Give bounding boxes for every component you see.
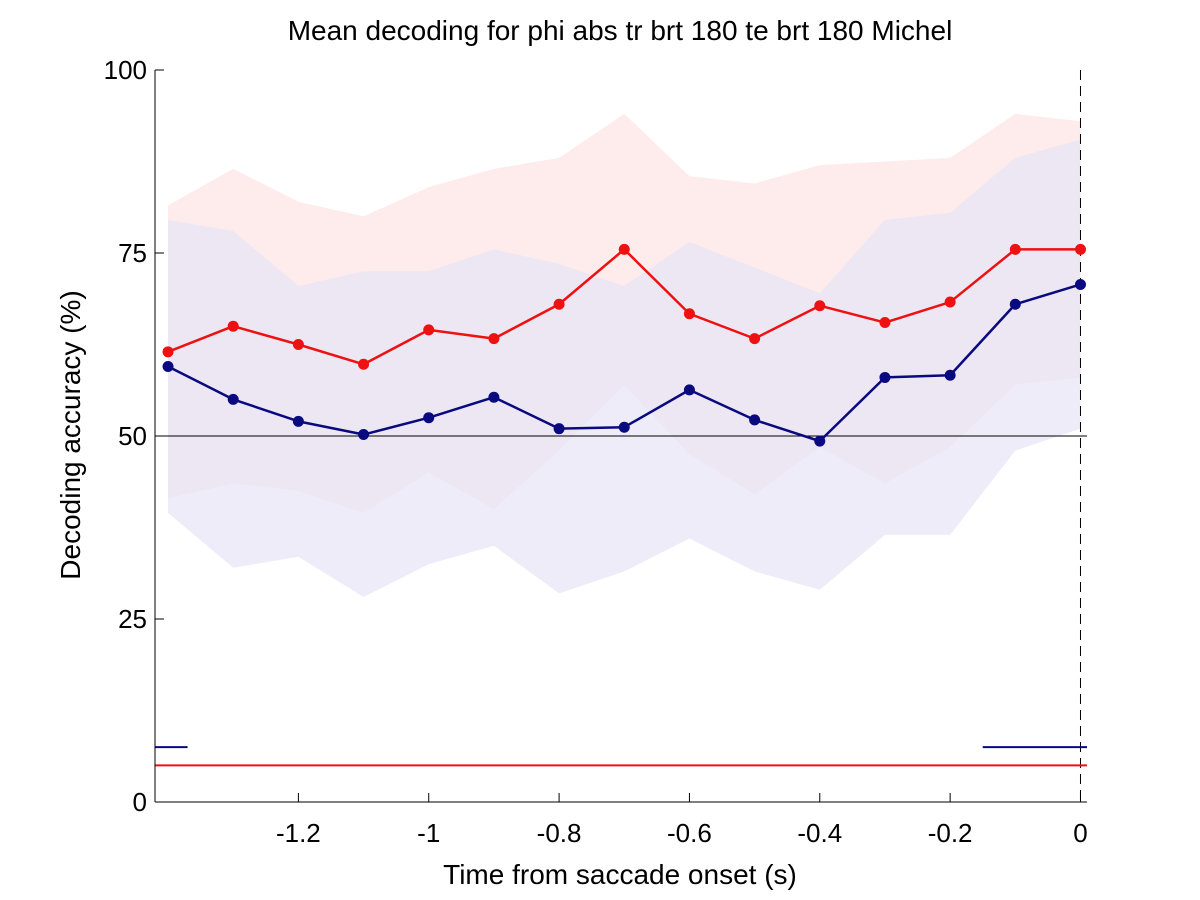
data-point-0-6 (553, 298, 565, 310)
data-point-0-3 (358, 358, 370, 370)
data-point-1-3 (358, 429, 370, 441)
significance-bars (155, 746, 1087, 767)
data-point-0-12 (944, 296, 956, 308)
x-tick-label: -0.4 (797, 818, 842, 848)
x-tick-label: -1 (417, 818, 440, 848)
data-series (162, 243, 1086, 447)
data-point-0-0 (162, 346, 174, 358)
data-point-1-12 (944, 369, 956, 381)
y-tick-label: 25 (118, 604, 147, 634)
confidence-bands (168, 113, 1081, 598)
x-tick-label: -0.2 (928, 818, 973, 848)
x-tick-label: -0.6 (667, 818, 712, 848)
data-point-1-0 (162, 360, 174, 372)
y-tick-label: 100 (104, 55, 147, 85)
x-axis-label: Time from saccade onset (s) (443, 859, 797, 890)
data-point-0-8 (683, 308, 695, 320)
data-point-1-4 (423, 412, 435, 424)
data-point-0-4 (423, 324, 435, 336)
data-point-0-14 (1074, 243, 1086, 255)
confidence-band-1 (168, 139, 1081, 598)
x-tick-label: 0 (1073, 818, 1087, 848)
y-tick-label: 50 (118, 421, 147, 451)
y-tick-label: 0 (133, 787, 147, 817)
data-point-1-11 (879, 371, 891, 383)
x-tick-label: -1.2 (276, 818, 321, 848)
data-point-0-5 (488, 333, 500, 345)
data-point-1-10 (814, 435, 826, 447)
reference-lines (155, 70, 1087, 802)
data-point-0-11 (879, 317, 891, 329)
axes: -1.2 -1 -0.8 -0.6 -0.4 -0.2 0 0 25 50 75 100 (104, 55, 1088, 848)
data-point-1-8 (683, 384, 695, 396)
data-point-0-9 (749, 333, 761, 345)
x-tick-label: -0.8 (537, 818, 582, 848)
data-point-1-5 (488, 391, 500, 403)
y-axis-label: Decoding accuracy (%) (55, 290, 86, 579)
chart-title: Mean decoding for phi abs tr brt 180 te … (288, 15, 953, 46)
data-point-0-7 (618, 243, 630, 255)
data-point-0-2 (292, 339, 304, 350)
data-point-0-13 (1009, 243, 1021, 255)
data-point-1-13 (1009, 298, 1021, 310)
data-point-0-1 (227, 320, 239, 332)
data-point-1-9 (749, 414, 761, 426)
y-tick-label: 75 (118, 238, 147, 268)
data-point-1-14 (1074, 278, 1086, 290)
data-point-1-2 (292, 415, 304, 427)
data-point-0-10 (814, 300, 826, 312)
data-point-1-6 (553, 423, 565, 435)
data-point-1-1 (227, 393, 239, 405)
data-point-1-7 (618, 421, 630, 433)
